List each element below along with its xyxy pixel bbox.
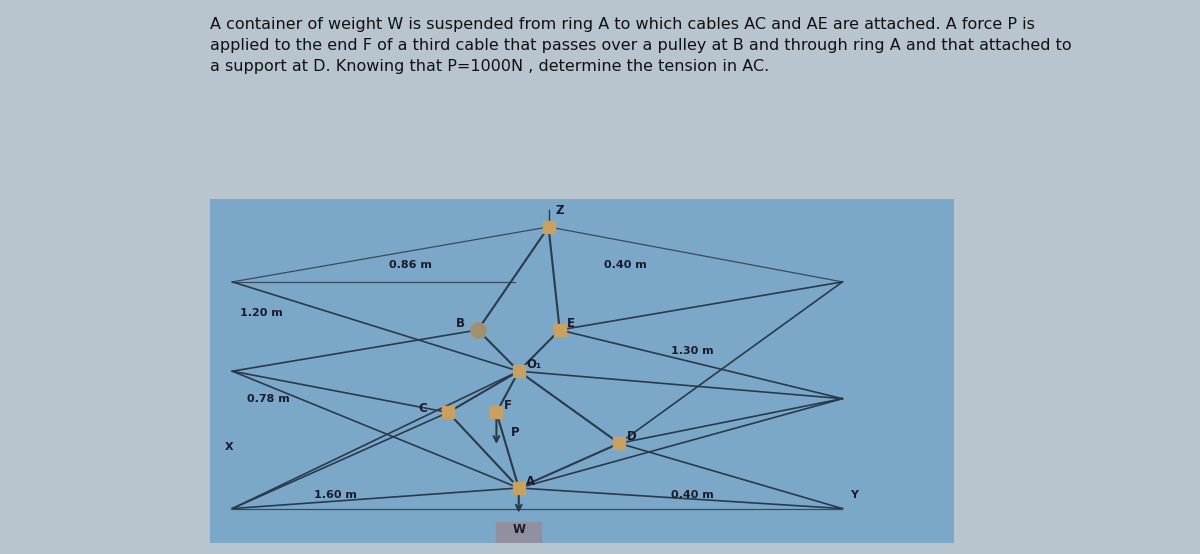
Text: 1.30 m: 1.30 m	[671, 346, 714, 356]
Text: B: B	[456, 316, 464, 330]
Text: 1.20 m: 1.20 m	[240, 308, 282, 318]
Text: 0.86 m: 0.86 m	[389, 260, 432, 270]
Text: Y: Y	[850, 490, 858, 500]
Bar	[497, 522, 541, 543]
Point	[438, 408, 457, 417]
Text: 0.40 m: 0.40 m	[671, 490, 714, 500]
Text: A: A	[526, 475, 535, 488]
Text: F: F	[504, 399, 512, 412]
Text: 0.78 m: 0.78 m	[247, 394, 290, 404]
Text: 1.60 m: 1.60 m	[314, 490, 358, 500]
Text: X: X	[224, 442, 234, 452]
Text: P: P	[511, 427, 520, 439]
Text: Z: Z	[556, 204, 564, 217]
Point	[509, 484, 528, 493]
Text: D: D	[626, 430, 636, 443]
Point	[468, 326, 487, 335]
Text: E: E	[568, 316, 575, 330]
Text: C: C	[419, 402, 427, 416]
Text: 0.40 m: 0.40 m	[605, 260, 647, 270]
Text: W: W	[512, 522, 526, 536]
Point	[487, 408, 506, 417]
Point	[468, 326, 487, 335]
Point	[610, 439, 629, 448]
Point	[550, 326, 569, 335]
Text: A container of weight W is suspended from ring A to which cables AC and AE are a: A container of weight W is suspended fro…	[210, 17, 1072, 74]
Point	[539, 223, 558, 232]
Point	[509, 367, 528, 376]
Text: O₁: O₁	[526, 358, 541, 371]
